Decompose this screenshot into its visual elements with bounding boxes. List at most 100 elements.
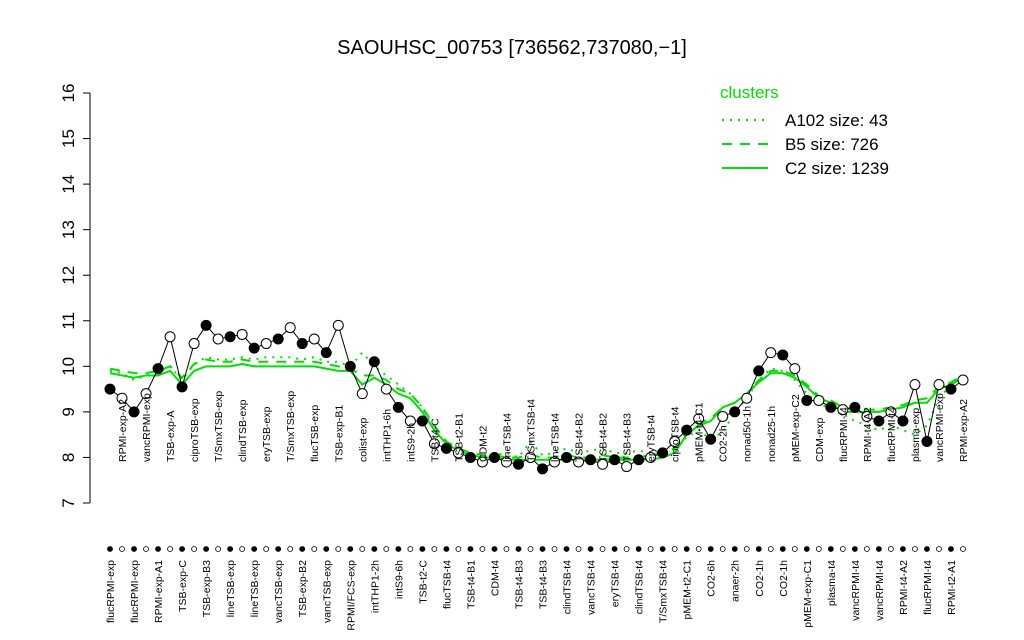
rug-dot [347,546,354,552]
y-tick-label: 13 [59,220,78,239]
rug-dot [167,546,173,552]
data-point [524,451,536,463]
rug-dot [527,546,534,552]
x-tick-label: flucRPMI-exp [129,560,141,623]
rug-dot [311,546,318,552]
data-point [380,383,392,395]
x-tick-label: T/SmxTSB-exp [213,391,225,462]
x-tick-label: CO2-6h [706,560,718,597]
x-tick-label: vancRPMI-t4 [874,560,886,621]
rug-dot [827,546,834,552]
rug-dot [623,546,630,552]
rug-dot [407,546,414,552]
rug-dot [876,546,882,552]
data-point [320,347,332,359]
x-tick-label: intS9-6h [393,560,405,599]
data-point [128,406,140,418]
x-tick-label: pMEM-t4-C1 [694,402,706,462]
rug-dot [683,546,690,552]
y-tick-label: 9 [59,407,78,416]
rug-dot [731,546,738,552]
rug-dot [239,546,246,552]
rug-dot [455,546,462,552]
x-tick-label: T/SmxTSB-t4 [525,399,537,462]
data-point [585,454,597,466]
x-tick-label: RPMI-exp-A2 [117,399,129,462]
rug-dot [131,546,137,552]
legend-label: C2 size: 1239 [785,159,889,178]
x-tick-label: lineTSB-exp [249,560,261,617]
rug-dot [155,546,161,552]
legend-label: B5 size: 726 [785,135,879,154]
x-tick-label: CO2-1h [778,560,790,597]
data-point [609,454,621,466]
x-tick-label: TSB-exp-C [177,560,189,612]
data-point [212,333,224,345]
rug-dot [383,546,390,552]
x-tick-label: TSB-exp-B3 [201,560,213,617]
rug-dot [107,546,113,552]
data-point [885,406,897,418]
x-tick-label: vancTSB-t4 [586,560,598,615]
data-point [464,451,476,463]
x-tick-label: TSB-t4-C [429,418,441,462]
x-tick-label: CO2-2h [718,425,730,462]
x-tick-label: flucRPMI-t4 [922,560,934,615]
rug-dot [960,546,966,552]
x-tick-label: TSB-t4-B2 [574,413,586,462]
x-tick-label: TSB-t2-C [417,560,429,604]
x-tick-label: TSB-exp-A [165,411,177,462]
data-point [164,331,176,343]
rug-dot [587,546,594,552]
x-tick-label: flucRPMI-t4 [886,407,898,462]
data-point [104,383,116,395]
x-tick-label: lineTSB-t4 [501,413,513,462]
x-tick-label: TSB-t4-B1 [465,560,477,609]
data-point [272,333,284,345]
data-point [188,338,200,350]
data-point [777,349,789,361]
y-tick-label: 8 [59,453,78,462]
rug-dot [912,546,918,552]
rug-dot [263,546,270,552]
rug-dot [275,546,282,552]
x-tick-label: vancRPMI-exp [934,393,946,462]
rug-dot [563,546,570,552]
rug-dot [179,546,185,552]
x-tick-label: CDM-exp [814,418,826,462]
data-point [416,415,428,427]
rug-dot [851,546,858,552]
rug-dot [767,546,774,552]
rug-dot [443,546,450,552]
data-point [825,401,837,413]
legend-title: clusters [720,83,779,102]
y-tick-label: 11 [59,312,78,330]
data-point [693,413,705,425]
rug-dot [671,546,678,552]
rug-dot [251,546,258,552]
x-tick-label: RPMI-t2-A1 [946,560,958,615]
x-tick-label: CDM-t2 [477,426,489,462]
x-tick-label: RPMI-exp-A2 [958,399,970,462]
x-tick-label: vancTSB-exp [321,560,333,623]
rug-dot [551,546,558,552]
rug-dot [419,546,426,552]
data-point [573,456,585,468]
x-tick-label: T/SmxTSB-exp [285,391,297,462]
y-tick-label: 10 [59,357,78,376]
x-tick-label: CO2-1h [754,560,766,597]
data-point [849,401,861,413]
chart-title: SAOUHSC_00753 [736562,737080,−1] [337,37,687,59]
data-point [765,347,777,359]
rug-dot [287,546,294,552]
data-point [933,379,945,391]
data-point [897,415,909,427]
data-point [428,438,440,450]
x-tick-label: eryTSB-t4 [646,415,658,462]
data-point [260,338,272,350]
data-point [645,451,657,463]
x-tick-label: clindTSB-t4 [562,560,574,614]
data-point [741,392,753,404]
data-point [152,363,164,375]
